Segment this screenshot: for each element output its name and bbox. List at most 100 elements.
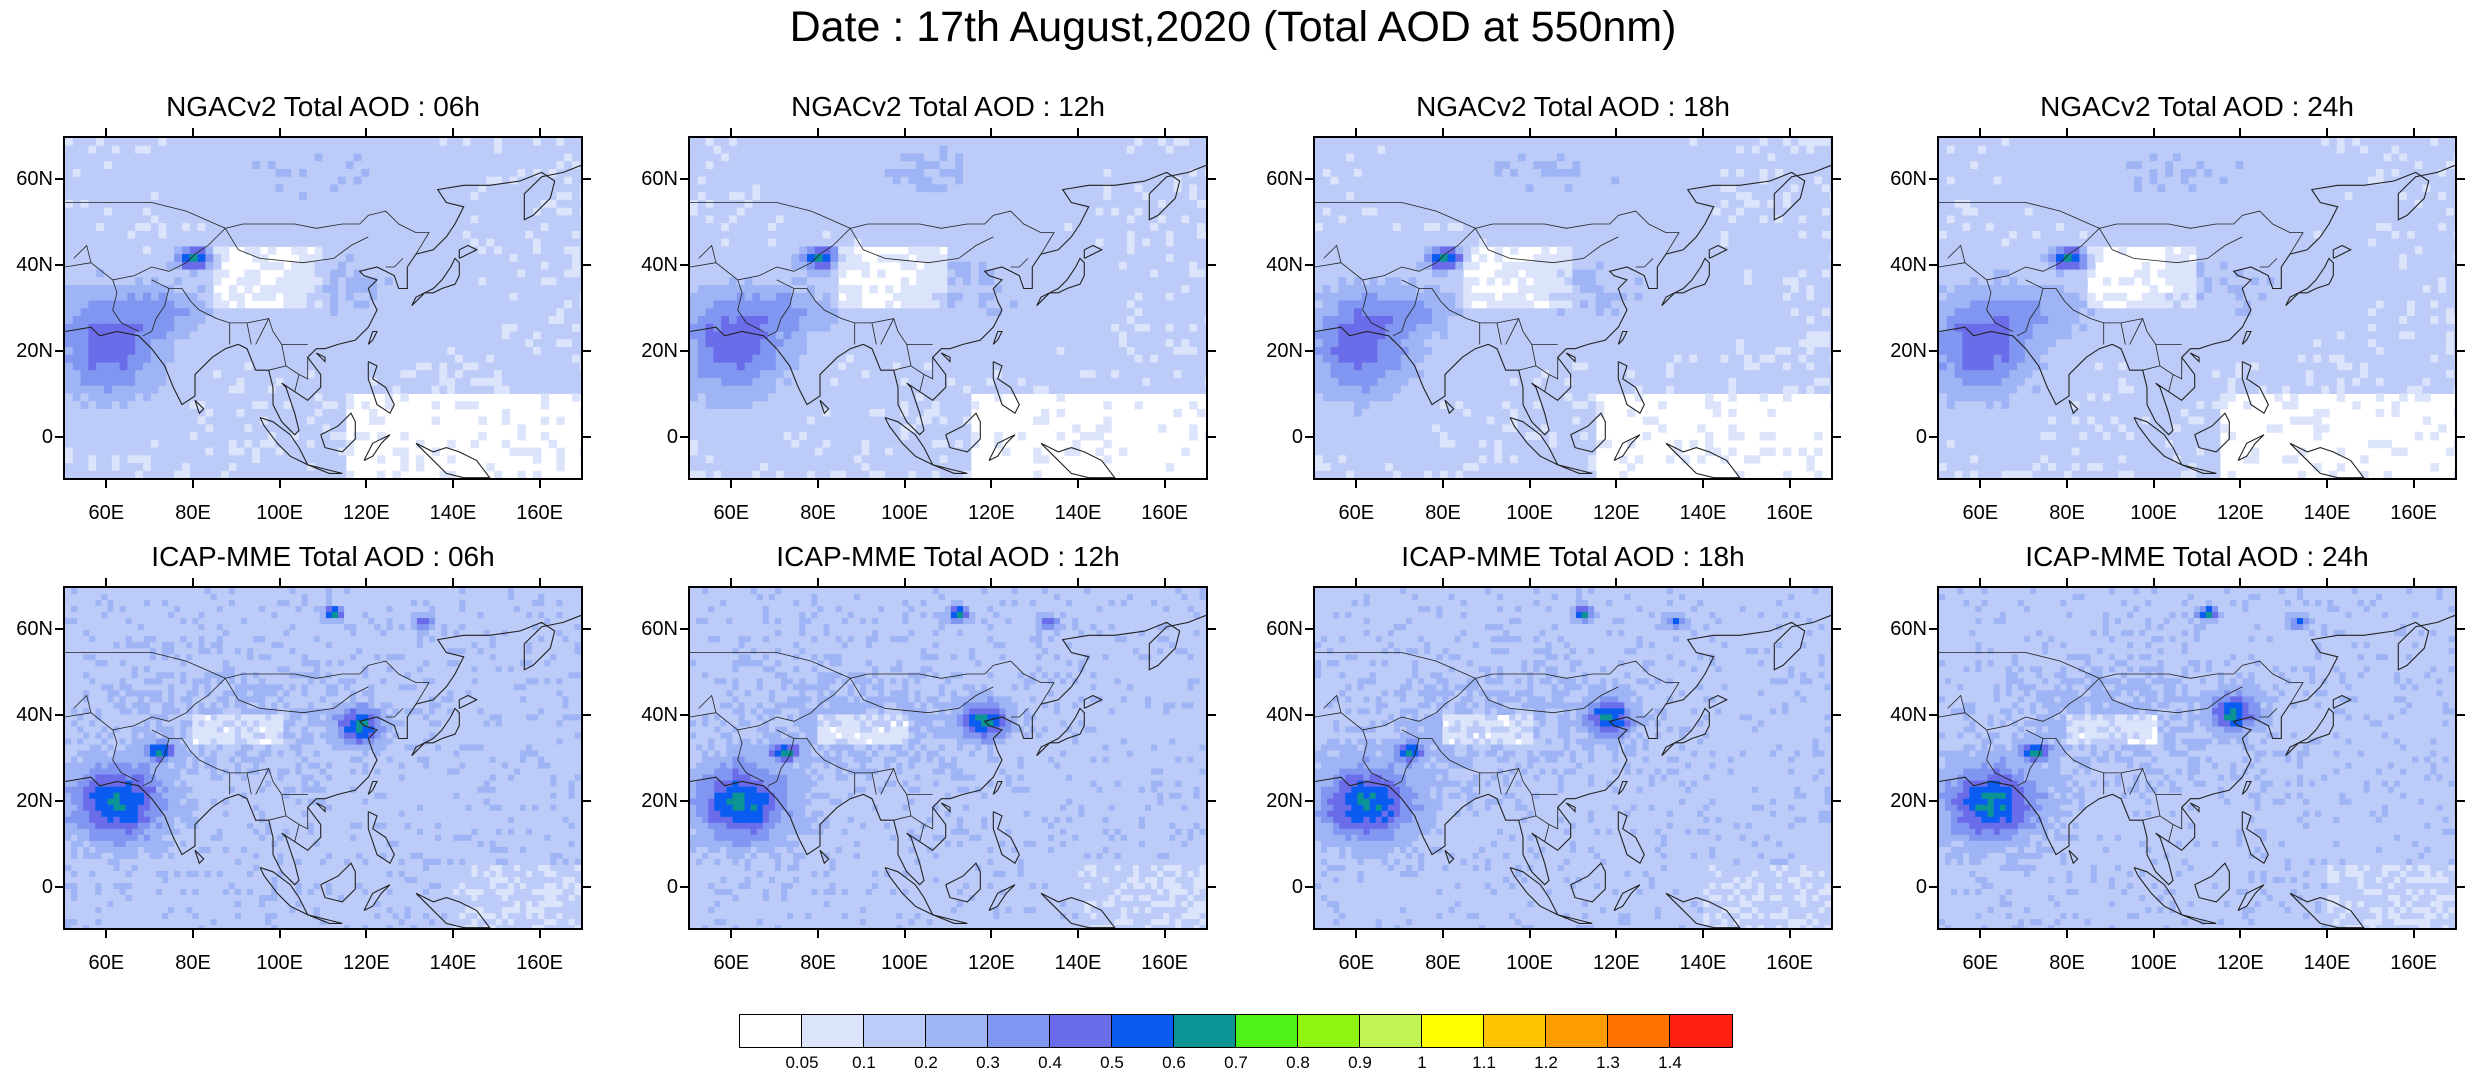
lon-tick	[2153, 128, 2155, 136]
lat-tick	[1208, 436, 1216, 438]
lon-tick	[1164, 930, 1166, 938]
lon-tick-label: 100E	[1495, 952, 1565, 974]
colorbar-swatch	[740, 1015, 802, 1047]
lon-tick	[539, 480, 541, 488]
lon-tick	[1702, 930, 1704, 938]
lon-tick	[990, 578, 992, 586]
lon-tick-label: 80E	[2032, 502, 2102, 524]
lat-tick	[55, 714, 63, 716]
lon-tick	[1615, 128, 1617, 136]
lat-tick-label: 40N	[1877, 704, 1927, 726]
lon-tick	[2239, 578, 2241, 586]
lat-tick	[1833, 178, 1841, 180]
lat-tick	[2457, 886, 2465, 888]
lon-tick	[2066, 480, 2068, 488]
lat-tick-label: 0	[1877, 426, 1927, 448]
lon-tick-label: 140E	[1668, 952, 1738, 974]
lon-tick	[1077, 480, 1079, 488]
lon-tick	[2413, 128, 2415, 136]
lon-tick	[1529, 128, 1531, 136]
lat-tick	[1833, 628, 1841, 630]
lat-tick	[680, 350, 688, 352]
lon-tick	[192, 930, 194, 938]
lat-tick	[1929, 350, 1937, 352]
lat-tick	[1305, 800, 1313, 802]
colorbar-swatch	[1422, 1015, 1484, 1047]
lon-tick	[2239, 930, 2241, 938]
lat-tick-label: 60N	[1877, 618, 1927, 640]
colorbar-label: 1.4	[1640, 1054, 1700, 1072]
lat-tick	[1929, 714, 1937, 716]
lat-tick	[1305, 628, 1313, 630]
lon-tick-label: 60E	[71, 952, 141, 974]
panel-title: NGACv2 Total AOD : 06h	[43, 90, 603, 124]
lon-tick	[730, 128, 732, 136]
lon-tick	[1355, 930, 1357, 938]
lon-tick	[539, 128, 541, 136]
lat-tick	[583, 178, 591, 180]
map-panel	[1937, 136, 2457, 480]
panel-title: NGACv2 Total AOD : 18h	[1293, 90, 1853, 124]
lat-tick-label: 40N	[1253, 704, 1303, 726]
lon-tick	[1789, 128, 1791, 136]
colorbar-label: 0.5	[1082, 1054, 1142, 1072]
lat-tick	[2457, 178, 2465, 180]
lon-tick	[105, 480, 107, 488]
lat-tick	[1833, 436, 1841, 438]
lat-tick	[1929, 264, 1937, 266]
lon-tick	[365, 930, 367, 938]
colorbar-swatch	[1670, 1015, 1732, 1047]
aod-field	[1315, 588, 1833, 930]
lon-tick	[1442, 128, 1444, 136]
lon-tick-label: 100E	[2119, 502, 2189, 524]
lat-tick	[1208, 350, 1216, 352]
lon-tick-label: 120E	[956, 952, 1026, 974]
lon-tick	[2326, 578, 2328, 586]
lat-tick	[1305, 178, 1313, 180]
lat-tick	[1833, 800, 1841, 802]
lat-tick	[1208, 264, 1216, 266]
lon-tick-label: 160E	[2379, 502, 2449, 524]
lat-tick	[1305, 436, 1313, 438]
lon-tick-label: 100E	[245, 952, 315, 974]
lat-tick-label: 40N	[628, 704, 678, 726]
lon-tick-label: 120E	[956, 502, 1026, 524]
lon-tick	[539, 930, 541, 938]
lon-tick	[365, 480, 367, 488]
aod-field	[1939, 588, 2457, 930]
colorbar-swatch	[1484, 1015, 1546, 1047]
lat-tick	[583, 350, 591, 352]
colorbar-label: 0.4	[1020, 1054, 1080, 1072]
colorbar-swatch	[1360, 1015, 1422, 1047]
colorbar-label: 0.1	[834, 1054, 894, 1072]
lat-tick	[55, 178, 63, 180]
lon-tick	[2413, 480, 2415, 488]
lon-tick-label: 120E	[2205, 952, 2275, 974]
lat-tick-label: 60N	[628, 168, 678, 190]
lon-tick-label: 140E	[418, 952, 488, 974]
lon-tick	[279, 578, 281, 586]
lon-tick-label: 80E	[158, 952, 228, 974]
lon-tick-label: 160E	[2379, 952, 2449, 974]
colorbar-swatch	[926, 1015, 988, 1047]
lat-tick-label: 40N	[3, 254, 53, 276]
lat-tick-label: 0	[3, 426, 53, 448]
lon-tick-label: 60E	[1945, 952, 2015, 974]
lat-tick	[55, 628, 63, 630]
colorbar-swatch	[802, 1015, 864, 1047]
lon-tick-label: 160E	[1755, 952, 1825, 974]
lon-tick	[365, 578, 367, 586]
aod-field	[65, 588, 583, 930]
aod-field	[1939, 138, 2457, 480]
lon-tick	[1789, 480, 1791, 488]
lon-tick	[105, 578, 107, 586]
lat-tick	[583, 714, 591, 716]
panel-title: ICAP-MME Total AOD : 18h	[1293, 540, 1853, 574]
map-panel	[688, 136, 1208, 480]
lat-tick-label: 60N	[1253, 168, 1303, 190]
lat-tick	[55, 350, 63, 352]
lon-tick-label: 100E	[1495, 502, 1565, 524]
lat-tick-label: 20N	[3, 340, 53, 362]
colorbar-label: 0.9	[1330, 1054, 1390, 1072]
lon-tick	[1442, 930, 1444, 938]
